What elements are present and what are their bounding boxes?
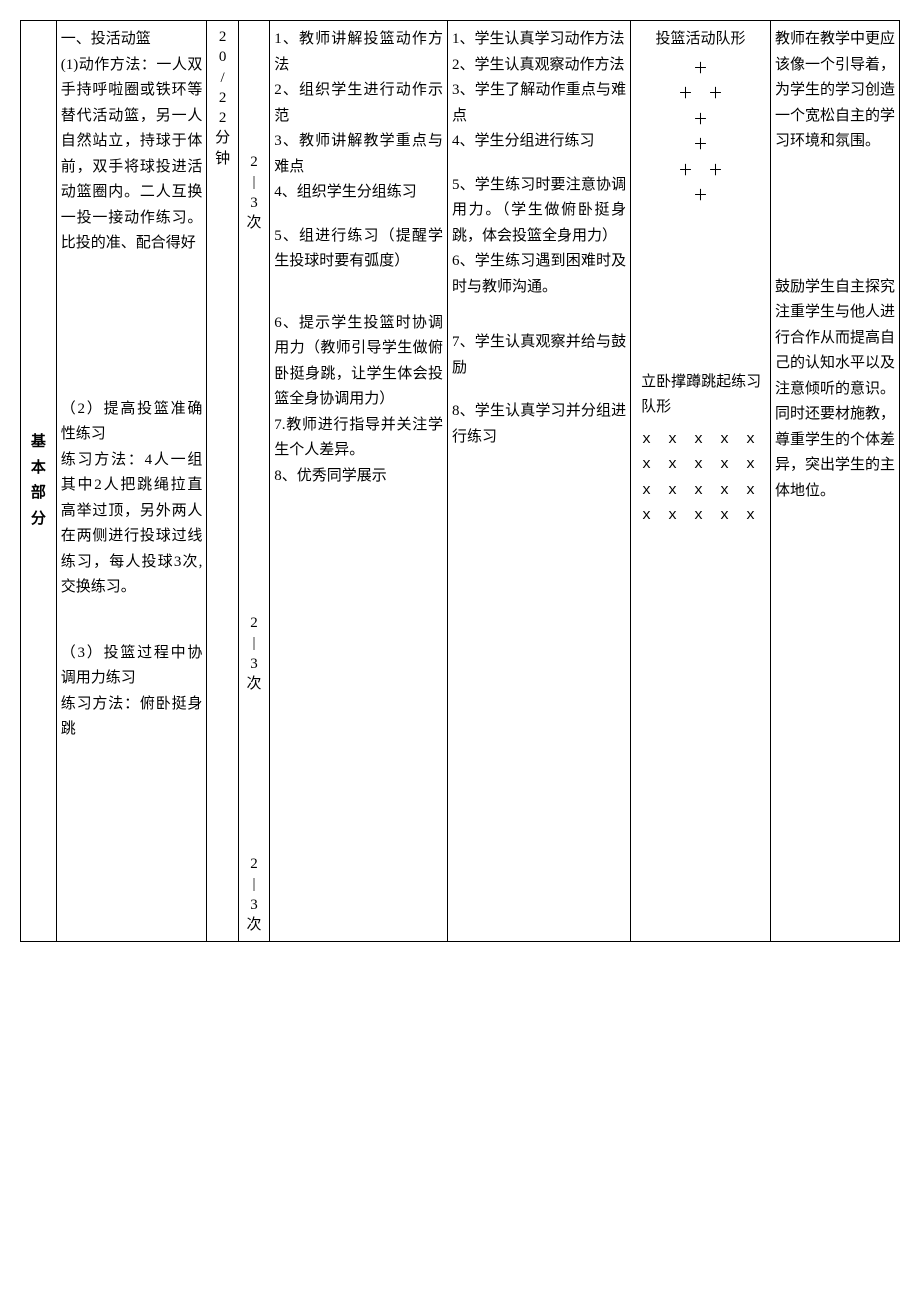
rep-char: 3 bbox=[240, 654, 268, 674]
spacer bbox=[240, 27, 268, 152]
student-step: 2、学生认真观察动作方法 bbox=[452, 53, 626, 79]
rep-char: 2 bbox=[240, 854, 268, 874]
formation-row: ＋ bbox=[635, 108, 766, 134]
time-char: 分 bbox=[208, 128, 236, 148]
formation-label: 投篮活动队形 bbox=[635, 27, 766, 53]
time-char: 钟 bbox=[208, 149, 236, 169]
section-char: 基 bbox=[23, 430, 54, 456]
content-item-body: 练习方法：4人一组其中2人把跳绳拉直高举过顶，另外两人在两侧进行投球过线练习，每… bbox=[61, 448, 203, 601]
student-step: 7、学生认真观察并给与鼓励 bbox=[452, 330, 626, 381]
section-char: 分 bbox=[23, 507, 54, 533]
rep-block: 2 | 3 次 bbox=[240, 854, 268, 935]
rep-char: 次 bbox=[240, 213, 268, 233]
formation-cell: 投篮活动队形 ＋ ＋ ＋ ＋ ＋ ＋ ＋ ＋ 立卧撑蹲跳起练习队形 x x x … bbox=[631, 21, 771, 942]
formation-row: ＋ bbox=[635, 57, 766, 83]
reps-cell: 2 | 3 次 2 | 3 次 2 | 3 次 bbox=[238, 21, 269, 942]
rep-char: | bbox=[240, 172, 268, 192]
formation-label: 立卧撑蹲跳起练习队形 bbox=[635, 370, 766, 421]
formation-row: ＋ bbox=[635, 184, 766, 210]
formation-row: x x x x x bbox=[635, 452, 766, 478]
student-step: 5、学生练习时要注意协调用力。（学生做俯卧挺身跳，体会投篮全身用力） bbox=[452, 173, 626, 250]
student-step: 8、学生认真学习并分组进行练习 bbox=[452, 399, 626, 450]
teacher-step: 8、优秀同学展示 bbox=[274, 464, 443, 490]
teacher-step: 5、组进行练习（提醒学生投球时要有弧度） bbox=[274, 224, 443, 275]
rep-char: | bbox=[240, 633, 268, 653]
formation-row: ＋ ＋ bbox=[635, 159, 766, 185]
spacer bbox=[61, 257, 203, 397]
notes-paragraph: 鼓励学生自主探究注重学生与他人进行合作从而提高自己的认知水平以及注意倾听的意识。… bbox=[775, 275, 895, 505]
teacher-step: 7.教师进行指导并关注学生个人差异。 bbox=[274, 413, 443, 464]
time-char: 2 bbox=[208, 108, 236, 128]
content-item-title: （3）投篮过程中协调用力练习 bbox=[61, 641, 203, 692]
section-label: 基 本 部 分 bbox=[23, 430, 54, 532]
formation-block-2: 立卧撑蹲跳起练习队形 x x x x x x x x x x x x x x x… bbox=[635, 370, 766, 529]
rep-char: 2 bbox=[240, 613, 268, 633]
time-char: / bbox=[208, 68, 236, 88]
spacer bbox=[452, 381, 626, 399]
notes-cell: 教师在教学中更应该像一个引导着，为学生的学习创造一个宽松自主的学习环境和氛围。 … bbox=[770, 21, 899, 942]
notes-paragraph: 教师在教学中更应该像一个引导着，为学生的学习创造一个宽松自主的学习环境和氛围。 bbox=[775, 27, 895, 155]
content-item-title: 一、投活动篮 bbox=[61, 27, 203, 53]
rep-char: | bbox=[240, 874, 268, 894]
student-step: 4、学生分组进行练习 bbox=[452, 129, 626, 155]
spacer bbox=[61, 601, 203, 641]
student-step: 1、学生认真学习动作方法 bbox=[452, 27, 626, 53]
formation-matrix: x x x x x x x x x x x x x x x x x x x x bbox=[635, 427, 766, 529]
teacher-step: 3、教师讲解教学重点与难点 bbox=[274, 129, 443, 180]
spacer bbox=[452, 155, 626, 173]
time-cell: 2 0 / 2 2 分 钟 bbox=[207, 21, 238, 942]
teacher-cell: 1、教师讲解投篮动作方法 2、组织学生进行动作示范 3、教师讲解教学重点与难点 … bbox=[270, 21, 448, 942]
spacer bbox=[274, 275, 443, 311]
rep-char: 3 bbox=[240, 193, 268, 213]
section-char: 部 bbox=[23, 481, 54, 507]
rep-char: 2 bbox=[240, 152, 268, 172]
teacher-step: 2、组织学生进行动作示范 bbox=[274, 78, 443, 129]
rep-block: 2 | 3 次 bbox=[240, 152, 268, 233]
spacer bbox=[274, 206, 443, 224]
rep-block: 2 | 3 次 bbox=[240, 613, 268, 694]
lesson-plan-page: 基 本 部 分 一、投活动篮 (1)动作方法：一人双手持呼啦圈或铁环等替代活动篮… bbox=[20, 20, 900, 942]
time-char: 0 bbox=[208, 47, 236, 67]
rep-char: 次 bbox=[240, 915, 268, 935]
time-char: 2 bbox=[208, 27, 236, 47]
student-cell: 1、学生认真学习动作方法 2、学生认真观察动作方法 3、学生了解动作重点与难点 … bbox=[448, 21, 631, 942]
student-step: 6、学生练习遇到困难时及时与教师沟通。 bbox=[452, 249, 626, 300]
content-item-title: （2）提高投篮准确性练习 bbox=[61, 397, 203, 448]
student-step: 3、学生了解动作重点与难点 bbox=[452, 78, 626, 129]
rep-char: 3 bbox=[240, 895, 268, 915]
teacher-step: 1、教师讲解投篮动作方法 bbox=[274, 27, 443, 78]
formation-row: x x x x x bbox=[635, 478, 766, 504]
rep-char: 次 bbox=[240, 674, 268, 694]
formation-row: ＋ bbox=[635, 133, 766, 159]
teacher-step: 6、提示学生投篮时协调用力（教师引导学生做俯卧挺身跳，让学生体会投篮全身协调用力… bbox=[274, 311, 443, 413]
section-label-cell: 基 本 部 分 bbox=[21, 21, 57, 942]
formation-row: ＋ ＋ bbox=[635, 82, 766, 108]
table-row: 基 本 部 分 一、投活动篮 (1)动作方法：一人双手持呼啦圈或铁环等替代活动篮… bbox=[21, 21, 900, 942]
content-cell: 一、投活动篮 (1)动作方法：一人双手持呼啦圈或铁环等替代活动篮，另一人自然站立… bbox=[56, 21, 207, 942]
time-char: 2 bbox=[208, 88, 236, 108]
section-char: 本 bbox=[23, 456, 54, 482]
lesson-plan-table: 基 本 部 分 一、投活动篮 (1)动作方法：一人双手持呼啦圈或铁环等替代活动篮… bbox=[20, 20, 900, 942]
content-item-body: (1)动作方法：一人双手持呼啦圈或铁环等替代活动篮，另一人自然站立，持球于体前，… bbox=[61, 53, 203, 257]
formation-row: x x x x x bbox=[635, 427, 766, 453]
formation-row: x x x x x bbox=[635, 503, 766, 529]
teacher-step: 4、组织学生分组练习 bbox=[274, 180, 443, 206]
spacer bbox=[452, 300, 626, 330]
content-item-body: 练习方法：俯卧挺身跳 bbox=[61, 692, 203, 743]
